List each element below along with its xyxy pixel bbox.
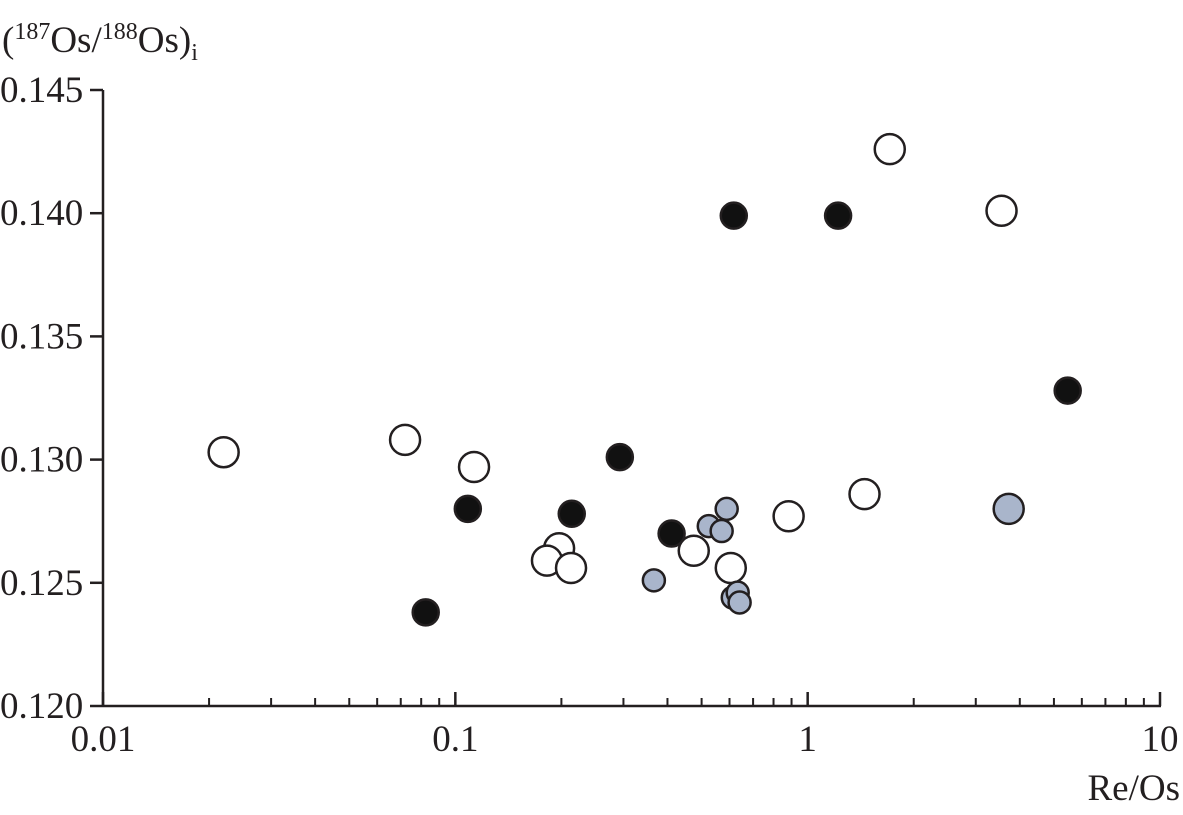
y-label-part: Os/ — [50, 20, 102, 61]
y-tick-label: 0.125 — [0, 563, 83, 604]
point — [719, 201, 749, 230]
point — [605, 442, 635, 472]
point — [207, 435, 240, 469]
y-tick-label: 0.120 — [0, 686, 83, 727]
y-tick-label: 0.145 — [0, 70, 83, 111]
y-tick-label: 0.130 — [0, 440, 83, 481]
point — [772, 500, 805, 533]
x-tick-label: 1 — [798, 719, 817, 760]
y-label-sup: 188 — [102, 19, 138, 45]
y-label-sup: 187 — [14, 19, 50, 45]
y-axis-label: (187Os/188Os)i — [2, 19, 198, 66]
point — [727, 590, 752, 615]
point — [557, 499, 586, 529]
point — [714, 551, 748, 585]
point — [554, 551, 588, 585]
y-label-part: ( — [2, 20, 14, 61]
y-label-part: Os) — [138, 20, 191, 61]
point — [1053, 376, 1082, 405]
y-label-sub: i — [191, 40, 198, 66]
point — [992, 492, 1025, 526]
point — [709, 518, 734, 544]
y-tick-label: 0.140 — [0, 193, 83, 234]
point — [388, 423, 422, 457]
point — [714, 496, 739, 522]
x-axis-label: Re/Os — [1088, 768, 1181, 809]
point — [848, 477, 881, 511]
point — [641, 568, 667, 593]
point — [985, 194, 1018, 227]
point — [677, 534, 711, 568]
x-tick-label: 0.1 — [432, 719, 478, 760]
x-tick-label: 10 — [1142, 719, 1179, 760]
x-tick-label: 0.01 — [71, 719, 136, 760]
point — [823, 201, 853, 230]
point — [453, 494, 483, 524]
point — [657, 519, 686, 548]
point — [411, 598, 440, 627]
point — [873, 132, 907, 166]
y-tick-label: 0.135 — [0, 316, 83, 357]
point — [457, 450, 491, 484]
